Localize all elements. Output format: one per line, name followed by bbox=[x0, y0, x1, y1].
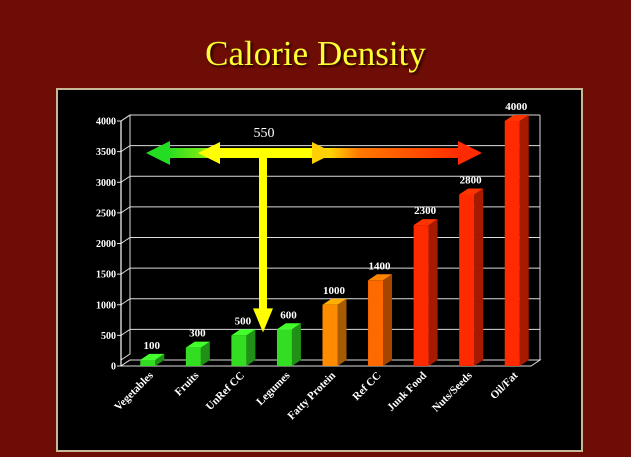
data-label: 1000 bbox=[323, 285, 346, 297]
bar-front bbox=[276, 329, 292, 366]
data-label: 300 bbox=[189, 328, 206, 340]
data-label: 2300 bbox=[414, 205, 437, 217]
data-label: 600 bbox=[280, 309, 297, 321]
arrow-left-head bbox=[146, 141, 170, 165]
bar-3 bbox=[276, 323, 301, 366]
x-tick-label: Legumes bbox=[254, 369, 293, 408]
bar-side bbox=[383, 274, 393, 366]
bar-front bbox=[231, 335, 247, 366]
bar-top bbox=[504, 115, 529, 121]
y-tick-label: 2000 bbox=[96, 239, 116, 250]
bar-top bbox=[140, 353, 165, 360]
bar-front bbox=[368, 280, 384, 366]
gridline-diag bbox=[120, 206, 131, 214]
gridline-diag bbox=[120, 267, 131, 275]
bar-8 bbox=[504, 115, 529, 366]
y-tick-label: 0 bbox=[111, 362, 116, 373]
data-label: 500 bbox=[235, 315, 252, 327]
threshold-down-shaft bbox=[259, 157, 267, 313]
bar-front bbox=[459, 194, 475, 366]
bar-2 bbox=[231, 329, 256, 366]
bar-side bbox=[337, 298, 347, 366]
bar-front bbox=[413, 225, 429, 366]
arrow-right-head bbox=[458, 141, 482, 165]
bar-6 bbox=[413, 219, 438, 366]
left-wall bbox=[120, 114, 131, 361]
y-tick-label: 1000 bbox=[96, 300, 116, 311]
gridline-diag bbox=[120, 145, 131, 153]
bar-4 bbox=[322, 298, 347, 366]
bar-top bbox=[459, 188, 484, 195]
chart-title: Calorie Density bbox=[205, 34, 426, 73]
x-tick-label: Fatty Protein bbox=[285, 370, 338, 423]
bar-1 bbox=[185, 341, 210, 366]
threshold-left-head bbox=[198, 142, 220, 164]
bar-side bbox=[428, 219, 438, 366]
data-label: 100 bbox=[144, 340, 161, 352]
bar-chart: 0 500 1000 1500 2000 2500 3000 3500 4000 100 Veget… bbox=[96, 101, 542, 423]
threshold-right-head bbox=[312, 142, 334, 164]
gridline-diag bbox=[120, 298, 131, 306]
annotation-label: 550 bbox=[254, 126, 275, 141]
data-label: 4000 bbox=[505, 101, 528, 113]
bar-top bbox=[231, 329, 256, 336]
bar-side bbox=[246, 329, 256, 366]
x-tick-label: Fruits bbox=[173, 369, 202, 398]
bar-front bbox=[185, 347, 201, 366]
bar-front bbox=[322, 304, 338, 366]
threshold-arrow bbox=[198, 142, 334, 333]
gridline-diag bbox=[120, 114, 131, 122]
bar-side bbox=[155, 353, 165, 366]
x-tick-label: Oil/Fat bbox=[488, 369, 520, 401]
x-tick-label: Ref CC bbox=[350, 370, 383, 403]
bar-side bbox=[200, 341, 210, 366]
y-tick-label: 1500 bbox=[96, 270, 116, 281]
bar-side bbox=[291, 323, 301, 366]
x-tick-label: Junk Food bbox=[385, 370, 429, 414]
bar-front bbox=[140, 359, 156, 366]
bar-side bbox=[474, 188, 484, 366]
bar-5 bbox=[368, 274, 393, 366]
data-label: 1400 bbox=[369, 260, 392, 272]
bar-side bbox=[519, 115, 529, 366]
x-tick-label: UnRef CC bbox=[204, 370, 247, 413]
gridline-diag bbox=[120, 237, 131, 244]
gridline-diag bbox=[120, 328, 131, 336]
chart-frame: 0 500 1000 1500 2000 2500 3000 3500 4000 100 Veget… bbox=[56, 88, 583, 452]
bar-front bbox=[504, 121, 520, 366]
x-tick-label: Nuts/Seeds bbox=[430, 369, 475, 414]
y-tick-label: 4000 bbox=[96, 117, 116, 128]
y-tick-label: 500 bbox=[101, 331, 116, 342]
bar-top bbox=[322, 298, 347, 305]
threshold-down-head bbox=[253, 308, 273, 333]
data-label: 2800 bbox=[460, 175, 483, 187]
y-tick-label: 3500 bbox=[96, 147, 116, 158]
bar-0 bbox=[140, 353, 165, 366]
x-tick-label: Vegetables bbox=[112, 369, 156, 413]
bar-top bbox=[185, 341, 210, 348]
y-tick-label: 3000 bbox=[96, 178, 116, 189]
bar-top bbox=[276, 323, 301, 330]
y-tick-label: 2500 bbox=[96, 208, 116, 219]
bar-top bbox=[368, 274, 393, 281]
bar-top bbox=[413, 219, 438, 226]
threshold-arrow-shaft bbox=[218, 148, 314, 158]
bar-7 bbox=[459, 188, 484, 366]
gridline-diag bbox=[120, 175, 131, 183]
